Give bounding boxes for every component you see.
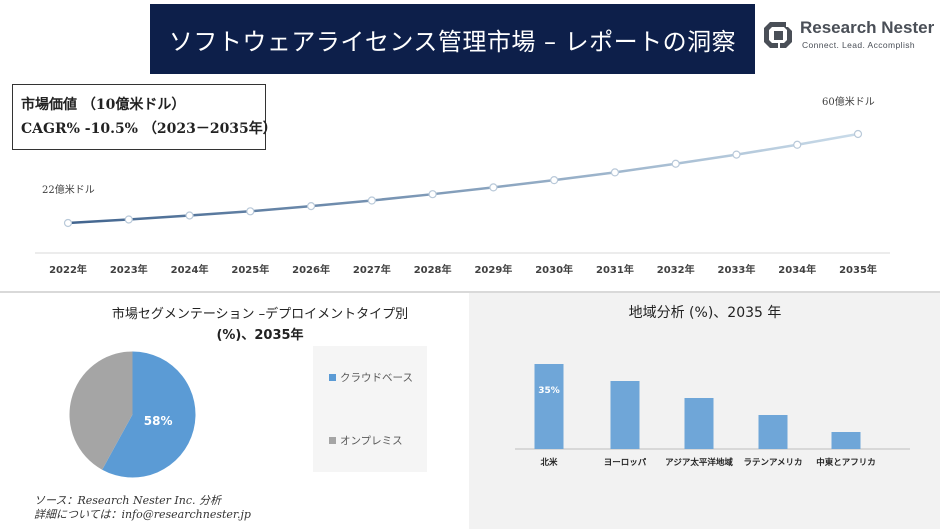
legend-item-cloud: クラウドベース bbox=[329, 370, 413, 385]
bar-category-label: アジア太平洋地域 bbox=[665, 457, 733, 468]
line-point bbox=[367, 196, 376, 205]
line-point bbox=[732, 150, 741, 159]
market-value-box: 市場価値 （10億米ドル） CAGR% -10.5% （2023－2035年） bbox=[12, 84, 277, 150]
market-value-label: 市場価値 （10億米ドル） bbox=[21, 97, 186, 113]
end-value-label: 60億米ドル bbox=[822, 95, 875, 108]
line-point bbox=[793, 140, 802, 149]
source-line: ソース：Research Nester Inc. 分析 bbox=[34, 494, 222, 507]
x-tick-label: 2030年 bbox=[535, 263, 573, 276]
x-tick-label: 2026年 bbox=[292, 263, 330, 276]
report-title: ソフトウェアライセンス管理市場 – レポートの洞察 bbox=[168, 27, 737, 56]
section-divider bbox=[0, 291, 940, 293]
line-point bbox=[428, 190, 437, 199]
deployment-pie-chart: 58% bbox=[69, 351, 196, 478]
x-tick-label: 2033年 bbox=[718, 263, 756, 276]
x-tick-label: 2023年 bbox=[110, 263, 148, 276]
line-point bbox=[246, 207, 255, 216]
x-tick-label: 2025年 bbox=[231, 263, 269, 276]
x-tick-label: 2027年 bbox=[353, 263, 391, 276]
x-tick-label: 2022年 bbox=[49, 263, 87, 276]
bar-category-label: 中東とアフリカ bbox=[816, 457, 876, 468]
bar-1 bbox=[610, 381, 640, 449]
bar-2 bbox=[684, 398, 714, 449]
bar-category-label: 北米 bbox=[540, 457, 558, 468]
source-note: ソース：Research Nester Inc. 分析 詳細については：info… bbox=[34, 494, 251, 522]
x-tick-label: 2029年 bbox=[474, 263, 512, 276]
line-point bbox=[550, 176, 559, 185]
contact-line: 詳細については：info@researchnester.jp bbox=[34, 508, 251, 521]
bar-category-label: ラテンアメリカ bbox=[743, 458, 802, 468]
x-tick-label: 2024年 bbox=[171, 263, 209, 276]
x-tick-label: 2032年 bbox=[657, 263, 695, 276]
pie-title-line1: 市場セグメンテーション –デプロイメントタイプ別 bbox=[111, 307, 409, 322]
pie-slice-0 bbox=[102, 351, 196, 478]
bar-4 bbox=[831, 432, 861, 449]
logo-tagline: Connect. Lead. Accomplish bbox=[802, 40, 916, 50]
line-point bbox=[671, 159, 680, 168]
legend-label-onpremise: オンプレミス bbox=[340, 435, 403, 447]
bar-category-label: ヨーロッパ bbox=[604, 457, 647, 468]
bar-3 bbox=[758, 415, 788, 449]
pie-data-label: 58% bbox=[144, 414, 173, 428]
market-size-line bbox=[67, 132, 859, 225]
line-point bbox=[124, 215, 133, 224]
logo-name: Research Nester bbox=[800, 18, 935, 37]
line-point bbox=[489, 183, 498, 192]
pie-title-line2: (%)、2035年 bbox=[216, 328, 304, 343]
x-tick-label: 2034年 bbox=[778, 263, 816, 276]
pie-chart-title: 市場セグメンテーション –デプロイメントタイプ別 (%)、2035年 bbox=[80, 304, 440, 346]
research-nester-logo: Research Nester Connect. Lead. Accomplis… bbox=[760, 14, 935, 64]
bar-chart-title: 地域分析 (%)、2035 年 bbox=[628, 305, 782, 321]
line-point bbox=[610, 168, 620, 177]
line-point bbox=[853, 129, 863, 139]
pie-legend: クラウドベース オンプレミス bbox=[313, 346, 427, 472]
regional-bar-chart: 35% 北米 ヨーロッパ アジア太平洋地域 ラテンアメリカ 中東とアフリカ bbox=[515, 364, 910, 468]
line-point bbox=[185, 211, 194, 220]
legend-swatch-onpremise bbox=[329, 437, 336, 444]
report-title-banner: ソフトウェアライセンス管理市場 – レポートの洞察 bbox=[150, 4, 755, 74]
line-point bbox=[306, 202, 316, 211]
x-tick-label: 2035年 bbox=[839, 263, 877, 276]
legend-item-onpremise: オンプレミス bbox=[329, 433, 403, 448]
bar-0 bbox=[534, 364, 564, 449]
start-value-label: 22億米ドル bbox=[42, 183, 95, 196]
legend-label-cloud: クラウドベース bbox=[340, 372, 413, 384]
bar-data-label: 35% bbox=[538, 386, 560, 396]
x-tick-label: 2031年 bbox=[596, 263, 634, 276]
cagr-label: CAGR% -10.5% （2023－2035年） bbox=[21, 121, 277, 137]
pie-slice-1 bbox=[69, 351, 133, 470]
line-point bbox=[63, 218, 73, 228]
market-size-line-chart: 2022年 2023年 2024年 2025年 2026年 2027年 2028年 2029年… bbox=[35, 95, 890, 276]
x-tick-label: 2028年 bbox=[414, 263, 452, 276]
legend-swatch-cloud bbox=[329, 374, 336, 381]
logo-mark-icon bbox=[764, 22, 792, 48]
